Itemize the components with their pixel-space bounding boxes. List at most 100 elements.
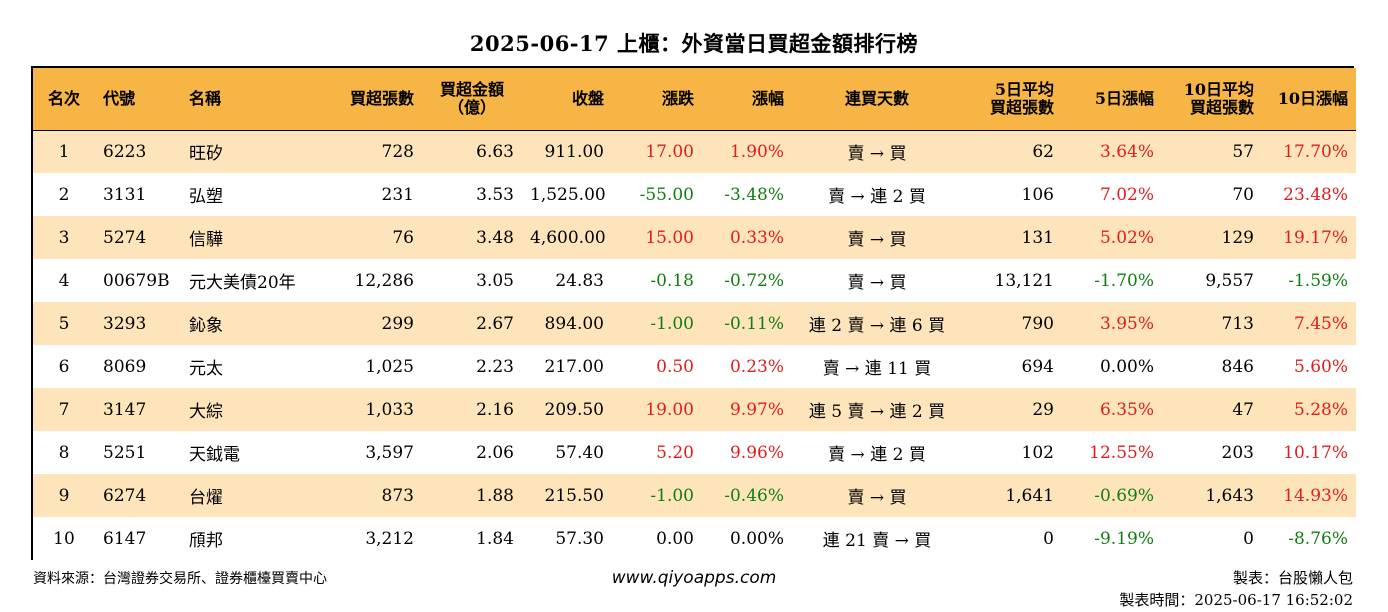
cell-code: 00679B	[103, 270, 170, 291]
header-pct10: 10日漲幅	[1262, 68, 1356, 131]
cell-pct: 1.90%	[729, 141, 784, 162]
cell-pct: -0.46%	[724, 485, 784, 506]
cell-name: 旺矽	[189, 144, 223, 165]
cell-pct5: 0.00%	[1099, 356, 1154, 377]
cell-streak: 賣 → 連 2 買	[828, 187, 926, 207]
cell-rank: 1	[58, 141, 70, 162]
cell-close: 911.00	[544, 141, 604, 162]
ranking-table: 名次 代號 名稱 買超張數 買超金額 （億） 收盤 漲跌 漲幅 連買天數 5日平…	[33, 68, 1356, 560]
table-row: 7 3147 大綜 1,033 2.16 209.50 19.00 9.97% 連 5 賣 → …	[33, 388, 1356, 431]
header-amount: 買超金額 （億）	[422, 68, 522, 131]
cell-shares: 873	[381, 485, 414, 506]
cell-shares: 1,033	[365, 399, 414, 420]
cell-pct10: 7.45%	[1293, 313, 1348, 334]
cell-close: 217.00	[544, 356, 604, 377]
cell-avg10: 9,557	[1205, 270, 1254, 291]
table-row: 9 6274 台燿 873 1.88 215.50 -1.00 -0.46% 賣 → 買 1,64…	[33, 474, 1356, 517]
cell-pct10: -1.59%	[1288, 270, 1348, 291]
cell-change: -0.18	[650, 270, 694, 291]
cell-change: 15.00	[645, 227, 694, 248]
cell-change: -1.00	[650, 485, 694, 506]
cell-change: 0.50	[656, 356, 694, 377]
made-time: 製表時間：2025-06-17 16:52:02	[1119, 591, 1353, 609]
cell-pct5: -1.70%	[1094, 270, 1154, 291]
cell-pct5: -9.19%	[1094, 528, 1154, 549]
header-avg10-line1: 10日平均	[1183, 79, 1254, 99]
header-change: 漲跌	[612, 68, 702, 131]
cell-streak: 賣 → 買	[847, 273, 907, 293]
cell-avg10: 57	[1232, 141, 1254, 162]
header-pct5: 5日漲幅	[1062, 68, 1162, 131]
cell-pct10: 23.48%	[1283, 184, 1348, 205]
header-code: 代號	[95, 68, 181, 131]
cell-shares: 728	[381, 141, 414, 162]
cell-pct5: 5.02%	[1099, 227, 1154, 248]
cell-amount: 3.53	[476, 184, 514, 205]
table-row: 2 3131 弘塑 231 3.53 1,525.00 -55.00 -3.48% 賣 → 連 …	[33, 173, 1356, 216]
cell-code: 3147	[103, 399, 147, 420]
cell-avg5: 694	[1021, 356, 1054, 377]
cell-avg5: 62	[1032, 141, 1054, 162]
header-close: 收盤	[522, 68, 612, 131]
table-row: 1 6223 旺矽 728 6.63 911.00 17.00 1.90% 賣 → 買 62 3.6…	[33, 130, 1356, 173]
table-row: 8 5251 天鉞電 3,597 2.06 57.40 5.20 9.96% 賣 → 連 2 買…	[33, 431, 1356, 474]
cell-pct: -0.11%	[724, 313, 784, 334]
cell-rank: 9	[58, 485, 70, 506]
header-avg10-line2: 買超張數	[1189, 97, 1254, 117]
cell-avg10: 203	[1221, 442, 1254, 463]
header-rank: 名次	[33, 68, 95, 131]
header-avg5-line2: 買超張數	[989, 97, 1054, 117]
header-avg5-line1: 5日平均	[994, 79, 1054, 99]
cell-avg5: 0	[1043, 528, 1054, 549]
cell-change: -55.00	[639, 184, 694, 205]
cell-close: 4,600.00	[530, 227, 606, 248]
cell-pct10: 10.17%	[1283, 442, 1348, 463]
cell-close: 57.40	[555, 442, 604, 463]
cell-amount: 2.67	[476, 313, 514, 334]
cell-pct: 0.23%	[729, 356, 784, 377]
header-pct: 漲幅	[702, 68, 792, 131]
cell-name: 天鉞電	[189, 445, 240, 465]
cell-close: 209.50	[544, 399, 604, 420]
cell-avg10: 1,643	[1205, 485, 1254, 506]
cell-name: 信驊	[189, 230, 223, 250]
cell-streak: 賣 → 連 2 買	[828, 445, 926, 465]
data-source: 資料來源：台灣證券交易所、證券櫃檯買賣中心	[33, 571, 327, 587]
cell-pct10: 14.93%	[1283, 485, 1348, 506]
cell-avg10: 0	[1243, 528, 1254, 549]
cell-close: 894.00	[544, 313, 604, 334]
website-link[interactable]: www.qiyoapps.com	[611, 568, 777, 588]
cell-change: 5.20	[656, 442, 694, 463]
cell-avg10: 70	[1232, 184, 1254, 205]
cell-code: 3293	[103, 313, 147, 334]
cell-avg10: 47	[1232, 399, 1254, 420]
header-streak: 連買天數	[792, 68, 962, 131]
cell-name: 頎邦	[189, 531, 223, 551]
table-row: 6 8069 元太 1,025 2.23 217.00 0.50 0.23% 賣 → 連 11 …	[33, 345, 1356, 388]
cell-name: 大綜	[189, 402, 223, 422]
cell-pct: 0.33%	[729, 227, 784, 248]
cell-pct5: 6.35%	[1099, 399, 1154, 420]
cell-shares: 76	[392, 227, 414, 248]
cell-amount: 6.63	[476, 141, 514, 162]
cell-code: 5274	[103, 227, 147, 248]
cell-pct10: 19.17%	[1283, 227, 1348, 248]
cell-close: 24.83	[555, 270, 604, 291]
cell-streak: 賣 → 買	[847, 144, 907, 165]
header-name: 名稱	[181, 68, 321, 131]
cell-code: 3131	[103, 184, 147, 205]
table-body: 1 6223 旺矽 728 6.63 911.00 17.00 1.90% 賣 → 買 62 3.6…	[33, 130, 1356, 560]
header-shares: 買超張數	[321, 68, 422, 131]
cell-amount: 2.23	[476, 356, 514, 377]
cell-shares: 1,025	[365, 356, 414, 377]
cell-name: 鈊象	[189, 316, 223, 336]
cell-code: 8069	[103, 356, 147, 377]
cell-shares: 12,286	[354, 270, 414, 291]
table-row: 5 3293 鈊象 299 2.67 894.00 -1.00 -0.11% 連 2 賣 → 連…	[33, 302, 1356, 345]
author-label: 製表：台股懶人包	[1232, 569, 1353, 587]
ranking-table-container: 名次 代號 名稱 買超張數 買超金額 （億） 收盤 漲跌 漲幅 連買天數 5日平…	[31, 66, 1356, 560]
cell-avg5: 131	[1021, 227, 1054, 248]
cell-pct10: 5.60%	[1293, 356, 1348, 377]
table-row: 3 5274 信驊 76 3.48 4,600.00 15.00 0.33% 賣 → 買 131 5…	[33, 216, 1356, 259]
cell-avg5: 102	[1021, 442, 1054, 463]
